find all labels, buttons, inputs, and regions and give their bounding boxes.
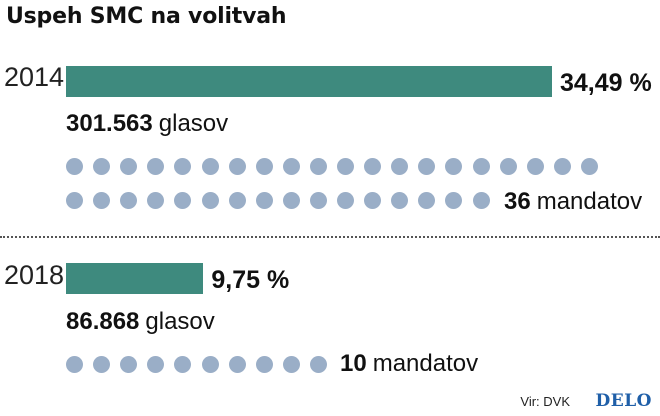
seat-dot [255,356,273,373]
percent-label-2018: 9,75 % [211,266,290,294]
bar-2018 [66,263,204,294]
seat-dot [282,356,300,373]
votes-unit-2018: glasov [145,308,215,335]
votes-2014: 301.563 glasov [66,110,228,138]
year-label-2018: 2018 [4,260,65,290]
seat-dot [337,192,354,209]
seat-dot [418,192,436,209]
seat-dot [147,356,165,373]
seat-dot [93,356,111,373]
seat-dot [201,192,219,209]
votes-unit-2014: glasov [158,110,229,137]
seat-dot [174,192,192,209]
seat-dot [472,158,490,175]
seat-dot [147,158,165,175]
seats-2014: 36 mandatov [504,188,642,216]
votes-2018: 86.868 glasov [66,308,215,336]
seat-dot [309,356,327,373]
seat-dot [364,192,382,209]
seat-dots-2018 [66,356,626,416]
percent-label-2014: 34,49 % [560,69,652,97]
source-note: Vir: DVK [520,394,570,409]
seat-dot [228,158,246,175]
chart-title: Uspeh SMC na volitvah [6,4,287,29]
seat-dot [282,192,300,209]
seats-number-2014: 36 [504,188,531,215]
seat-dot [147,192,165,209]
seat-dots-2014 [66,158,626,218]
seat-dot [174,356,192,373]
seat-dot [391,192,409,209]
seat-dot [472,192,490,209]
seat-dot [66,158,83,175]
seat-dot [66,356,83,373]
seats-2018: 10 mandatov [340,350,478,378]
seat-dot [526,158,544,175]
seat-dot [282,158,300,175]
votes-number-2014: 301.563 [66,110,153,137]
delo-logo: DELO [595,391,652,411]
seats-number-2018: 10 [340,350,367,377]
seats-unit-2018: mandatov [372,350,479,377]
seat-dot [553,158,571,175]
seat-dot [580,158,598,175]
seat-dot [445,192,463,209]
seat-dot [120,158,138,175]
seat-dot [364,158,382,175]
seat-dot [228,356,246,373]
seat-dot [309,158,327,175]
seat-dot [66,192,83,209]
seat-dot [309,192,327,209]
seat-dot [228,192,246,209]
seat-dot [391,158,409,175]
seat-dot [93,192,111,209]
seat-dot [418,158,436,175]
seat-dot [445,158,463,175]
bar-2014 [66,66,552,97]
seat-dot [120,192,138,209]
section-divider [0,236,660,238]
seat-dot [255,192,273,209]
seat-dot [93,158,111,175]
seat-dot [499,158,517,175]
seat-dot [201,158,219,175]
votes-number-2018: 86.868 [66,308,140,335]
seat-dot [120,356,138,373]
seat-dot [201,356,219,373]
seat-dot [174,158,192,175]
seat-dot [255,158,273,175]
seats-unit-2014: mandatov [536,188,643,215]
seat-dot [337,158,354,175]
year-label-2014: 2014 [4,62,65,92]
